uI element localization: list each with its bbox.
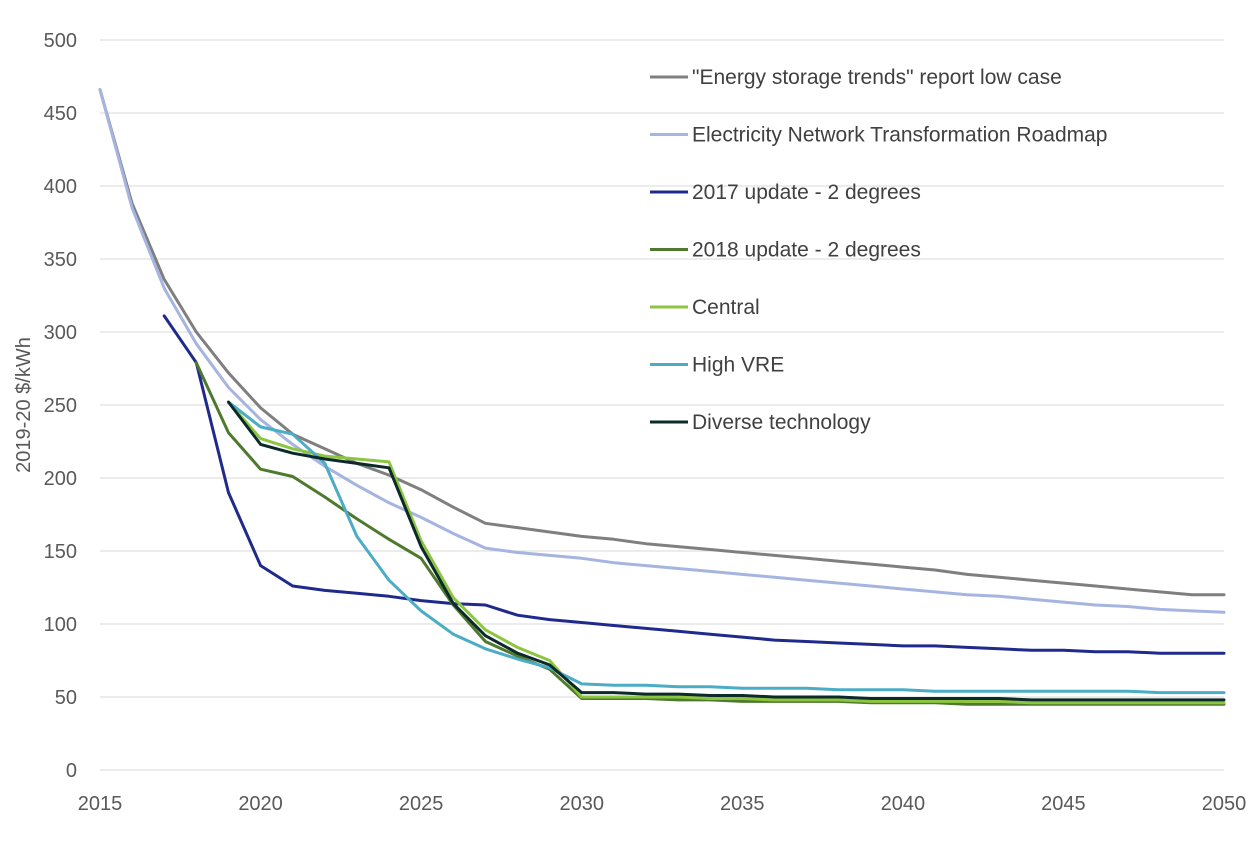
y-tick-label: 300 [44,322,77,344]
x-tick-label: 2020 [238,793,283,815]
x-axis-ticks: 2015 2020 2025 2030 2035 2040 2045 2050 [78,793,1247,815]
series-line-7 [227,400,1226,702]
legend-label: Central [692,296,760,319]
series-lines [98,88,1226,706]
x-tick-label: 2050 [1202,793,1247,815]
y-tick-label: 100 [44,614,77,636]
y-tick-label: 450 [44,103,77,125]
y-tick-label: 250 [44,395,77,417]
legend-label: High VRE [692,354,784,377]
legend-label: 2018 update - 2 degrees [692,239,921,262]
series-line-5 [227,400,1226,705]
y-tick-label: 150 [44,541,77,563]
x-tick-label: 2040 [881,793,926,815]
y-tick-label: 200 [44,468,77,490]
y-tick-label: 0 [66,760,77,782]
legend-label: "Energy storage trends" report low case [692,66,1062,89]
series-line-3 [162,314,1226,655]
gridlines [100,39,1224,771]
y-tick-label: 400 [44,176,77,198]
x-tick-label: 2045 [1041,793,1086,815]
series-line-1 [98,88,1226,597]
x-tick-label: 2035 [720,793,765,815]
x-tick-label: 2025 [399,793,444,815]
legend-label: Electricity Network Transformation Roadm… [692,124,1107,147]
y-tick-label: 50 [55,687,77,709]
x-tick-label: 2030 [559,793,604,815]
legend-label: 2017 update - 2 degrees [692,181,921,204]
y-axis-ticks: 0 50 100 150 200 250 300 350 400 450 500 [44,30,77,782]
series-line-2 [98,88,1226,614]
legend: "Energy storage trends" report low case E… [650,66,1107,434]
y-tick-label: 350 [44,249,77,271]
series-line-6 [227,400,1226,695]
y-axis-title: 2019-20 $/kWh [13,337,35,473]
legend-label: Diverse technology [692,411,871,434]
x-tick-label: 2015 [78,793,123,815]
y-tick-label: 500 [44,30,77,52]
